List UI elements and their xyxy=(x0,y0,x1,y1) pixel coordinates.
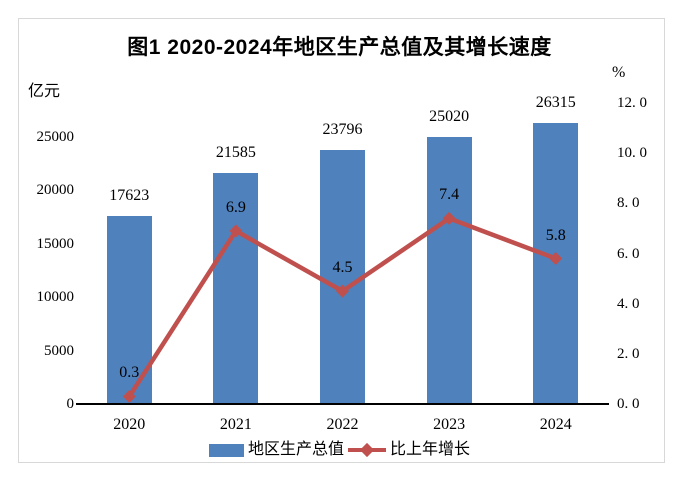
legend-line-marker-icon xyxy=(348,442,386,458)
right-axis-tick: 0. 0 xyxy=(617,396,640,412)
right-axis-tick: 12. 0 xyxy=(617,95,647,111)
x-axis-label: 2021 xyxy=(219,416,252,433)
right-axis-tick: 10. 0 xyxy=(617,145,647,162)
line-value-label: 7.4 xyxy=(439,186,460,204)
left-axis-tick: 15000 xyxy=(36,235,75,252)
legend-line-label: 比上年增长 xyxy=(390,441,471,458)
left-axis-tick: 5000 xyxy=(44,342,74,359)
line-value-label: 0.3 xyxy=(119,364,140,382)
bar-value-label: 25020 xyxy=(429,107,470,125)
x-axis-label: 2023 xyxy=(433,416,466,433)
left-axis-unit-label: 亿元 xyxy=(28,83,61,100)
left-axis-tick: 10000 xyxy=(36,289,75,306)
right-axis-tick: 6. 0 xyxy=(617,245,640,262)
chart-title: 图1 2020-2024年地区生产总值及其增长速度 xyxy=(127,36,552,59)
legend-bar-swatch-icon xyxy=(208,443,244,457)
right-axis-tick: 8. 0 xyxy=(617,195,640,212)
bar-value-label: 21585 xyxy=(215,144,256,162)
bar-value-label: 17623 xyxy=(109,186,150,204)
x-axis-label: 2024 xyxy=(539,416,572,433)
left-axis-tick: 0 xyxy=(66,396,75,412)
right-axis-tick: 4. 0 xyxy=(617,295,640,312)
left-axis-tick: 20000 xyxy=(36,182,75,199)
line-value-label: 6.9 xyxy=(225,198,246,216)
right-axis-tick: 2. 0 xyxy=(617,345,640,362)
bar-value-label: 26315 xyxy=(535,93,576,111)
right-axis-unit-label: % xyxy=(612,64,626,81)
legend-bar-label: 地区生产总值 xyxy=(247,441,344,458)
line-value-label: 4.5 xyxy=(332,259,353,277)
line-value-label: 5.8 xyxy=(545,226,566,244)
x-axis-label: 2022 xyxy=(326,416,359,433)
legend: 地区生产总值 比上年增长 xyxy=(0,441,679,459)
bar-2024 xyxy=(533,122,579,404)
left-axis-tick: 25000 xyxy=(36,129,75,145)
bar-2023 xyxy=(426,136,472,404)
bar-value-label: 23796 xyxy=(322,120,363,138)
bar-2022 xyxy=(320,149,365,404)
x-axis-label: 2020 xyxy=(113,416,146,433)
x-axis-line xyxy=(76,403,609,405)
